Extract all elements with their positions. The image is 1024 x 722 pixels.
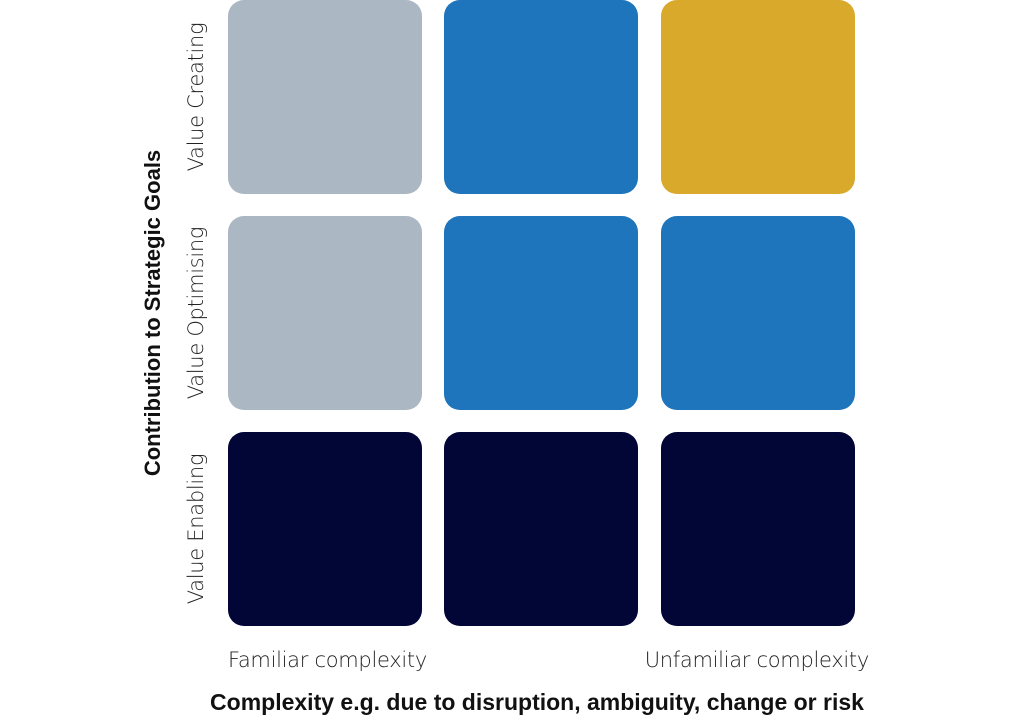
cell-r2-c2 xyxy=(444,216,638,410)
cell-r3-c1 xyxy=(228,432,422,626)
cell-r3-c3 xyxy=(661,432,855,626)
row-label-value-creating: Value Creating xyxy=(184,22,208,172)
cell-r1-c3 xyxy=(661,0,855,194)
row-label-value-optimising: Value Optimising xyxy=(184,226,208,400)
cell-r2-c3 xyxy=(661,216,855,410)
col-label-unfamiliar: Unfamiliar complexity xyxy=(644,648,870,672)
cell-r2-c1 xyxy=(228,216,422,410)
row-label-value-enabling: Value Enabling xyxy=(184,453,208,605)
cell-r3-c2 xyxy=(444,432,638,626)
x-axis-title: Complexity e.g. due to disruption, ambig… xyxy=(210,689,864,715)
y-axis-title: Contribution to Strategic Goals xyxy=(140,149,165,477)
cell-r1-c2 xyxy=(444,0,638,194)
col-label-familiar: Familiar complexity xyxy=(228,648,427,672)
cell-r1-c1 xyxy=(228,0,422,194)
